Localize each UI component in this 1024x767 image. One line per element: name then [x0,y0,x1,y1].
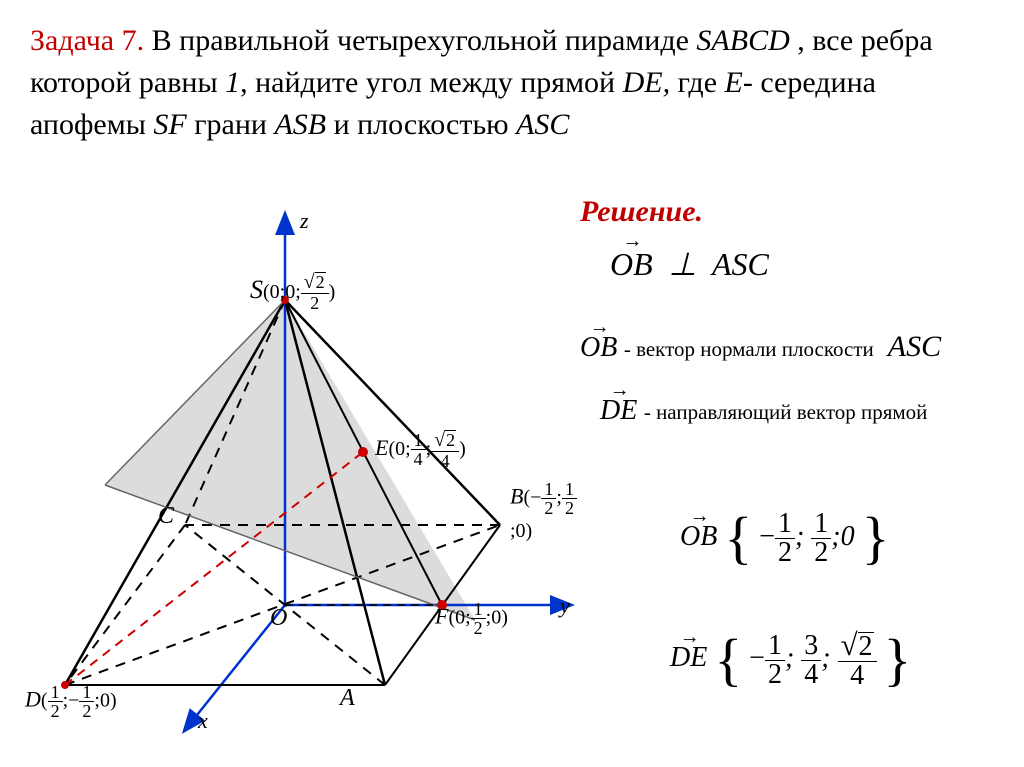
task-label: Задача 7. [30,24,144,57]
point-e: E(0;14;24) [375,430,466,470]
point-d: D(12;−12;0) [25,683,117,720]
solution-label: Решение. [580,195,703,229]
z-label: z [300,208,309,234]
de-components: DE { −12; 34; 24 } [670,630,911,690]
point-f: F(0;12;0) [435,600,508,637]
point-o: O [270,605,287,632]
point-s: S(0;0;22) [250,272,335,312]
y-label: y [560,593,570,619]
ob-normal-desc: OB - вектор нормали плоскости ASC [580,330,941,364]
x-label: x [198,708,208,734]
de-dir-desc: DE - направляющий вектор прямой [600,395,927,427]
point-c: C [158,503,174,530]
pyramid-diagram: z y x S(0;0;22) E(0;14;24) B(−12;12;0) C… [30,205,590,745]
point-a: A [340,685,355,712]
point-b: B(−12;12;0) [510,480,590,543]
problem-statement: Задача 7. В правильной четырехугольной п… [30,20,994,146]
ob-perp-asc: OB ⊥ ASC [610,245,769,283]
ob-components: OB { −12; 12;0 } [680,510,889,567]
